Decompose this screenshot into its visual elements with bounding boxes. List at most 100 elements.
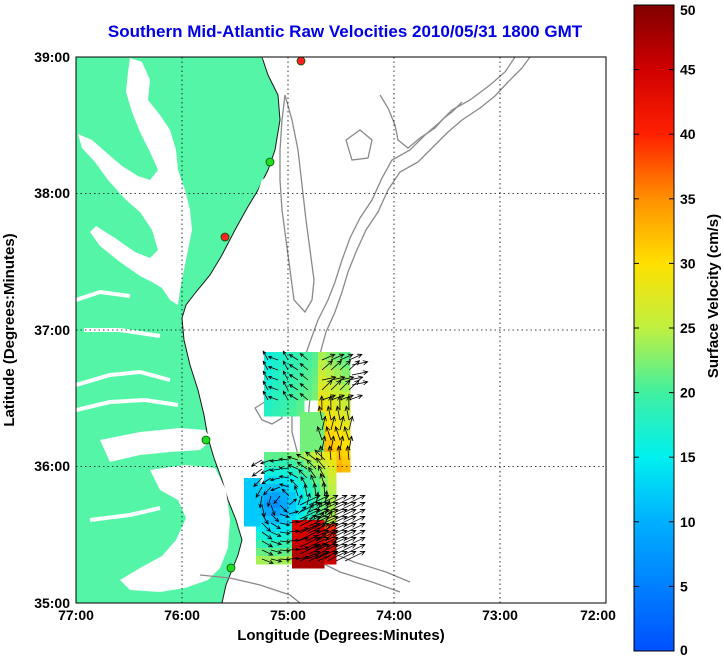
velocity-cell [264,508,273,517]
velocity-arrow [288,472,299,479]
velocity-arrow [253,477,263,488]
velocity-arrow [326,551,348,562]
velocity-cell [292,552,301,561]
velocity-cell [256,532,265,541]
velocity-cell [326,408,335,417]
velocity-arrow [345,445,351,461]
velocity-cell [292,520,301,529]
velocity-cell [288,360,297,369]
velocity-arrow [289,478,299,488]
velocity-cell [280,516,289,525]
velocity-cell [316,560,325,569]
velocity-cell [256,524,265,533]
velocity-cell [292,560,301,569]
velocity-arrow [267,355,279,361]
velocity-cell [280,484,289,493]
velocity-cell [272,516,281,525]
velocity-arrow [335,509,357,520]
velocity-cell [288,492,297,501]
velocity-cell [300,444,309,453]
velocity-arrow [299,523,321,534]
velocity-arrow [262,380,269,391]
velocity-arrow [344,516,366,527]
velocity-arrow [279,531,291,535]
velocity-cell [280,468,289,477]
velocity-cell [244,518,253,527]
velocity-arrow [321,415,327,431]
velocity-cell [252,502,261,511]
velocity-cell [280,452,289,461]
velocity-cell [328,484,337,493]
velocity-arrow [308,551,330,562]
velocity-arrow [298,469,308,479]
y-tick: 37:00 [34,322,70,338]
velocity-arrow [334,425,341,441]
velocity-cell [334,456,343,465]
velocity-arrow [326,537,348,548]
velocity-cell [244,494,253,503]
velocity-arrow [288,556,300,561]
grid-lines [76,57,606,603]
velocity-arrow [279,513,290,518]
velocity-cell [318,368,327,377]
x-tick: 76:00 [164,607,200,623]
velocity-cell [272,452,281,461]
velocity-cell [244,510,253,519]
velocity-cell [280,408,289,417]
velocity-cell [272,468,281,477]
colorbar-tick-label: 40 [680,126,696,142]
velocity-cell [280,500,289,509]
velocity-arrow [299,393,309,401]
velocity-cell [280,476,289,485]
velocity-arrow [267,375,279,381]
velocity-arrow [270,504,276,516]
velocity-cell [264,400,273,409]
velocity-cell [334,440,343,449]
velocity-cell [334,360,343,369]
velocity-cell [328,492,337,501]
velocity-cell [252,478,261,487]
velocity-arrow [288,510,300,515]
velocity-cell [252,494,261,503]
velocity-cell [288,508,297,517]
albemarle-sound [100,428,212,462]
velocity-arrow [308,530,330,541]
velocity-arrow [282,380,289,391]
velocity-arrow [339,360,352,371]
velocity-cell [304,368,313,377]
velocity-arrow [296,461,308,470]
velocity-cell [264,460,273,469]
x-tick: 74:00 [376,607,412,623]
velocity-arrow [270,531,282,537]
velocity-cell [304,492,313,501]
velocity-cell [264,392,273,401]
velocity-cell [328,500,337,509]
radar-site-marker [220,232,230,242]
velocity-arrow [270,513,280,523]
velocity-arrow [317,544,339,555]
velocity-arrow [287,464,299,470]
velocity-cell [288,368,297,377]
velocity-cell [300,428,309,437]
velocity-arrow [261,513,269,525]
velocity-cell [264,368,273,377]
velocity-cell [288,452,297,461]
colorbar-tick-label: 15 [680,449,696,465]
velocity-arrow [250,459,263,467]
velocity-cell [264,384,273,393]
velocity-cell [280,508,289,517]
velocity-arrow [335,551,357,562]
radar-site-marker [296,56,306,66]
velocity-arrow [317,551,339,562]
velocity-arrow [330,379,342,391]
velocity-cell [280,376,289,385]
velocity-cell [342,352,351,361]
velocity-cell [288,384,297,393]
velocity-arrow [269,468,281,472]
velocity-cell [328,452,337,461]
velocity-arrow [344,544,366,555]
velocity-cell [296,376,305,385]
velocity-arrow [269,477,281,482]
velocity-arrow [344,523,366,534]
velocity-cell [280,540,289,549]
